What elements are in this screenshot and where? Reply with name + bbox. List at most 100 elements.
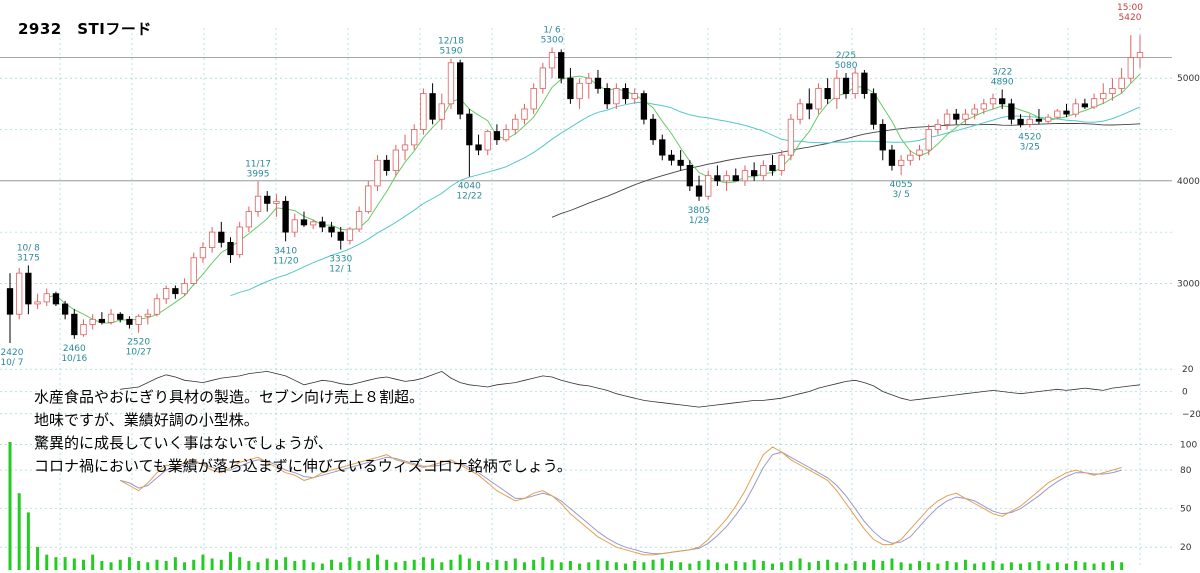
candle-body — [953, 113, 960, 120]
volume-bar — [807, 562, 811, 570]
candle-body — [208, 231, 216, 248]
volume-bar — [210, 558, 214, 570]
volume-bar — [293, 561, 297, 570]
candle-body — [1127, 57, 1134, 79]
candle-body — [521, 108, 528, 120]
annotation-value: 5300 — [541, 35, 564, 45]
comment-line: コロナ禍においても業績が落ち込まずに伸びているウィズコロナ銘柄でしょう。 — [34, 457, 572, 475]
annotation-value: 3330 — [329, 255, 352, 265]
volume-bar — [219, 559, 223, 570]
candle-body — [631, 93, 638, 100]
volume-bar — [72, 558, 76, 570]
volume-bar — [1092, 563, 1096, 570]
candle-body — [411, 129, 418, 146]
volume-bar — [164, 561, 168, 570]
candle-body — [117, 313, 124, 320]
candle-body — [530, 88, 537, 110]
osc-tick-label: −20 — [1182, 410, 1200, 420]
volume-bar — [614, 562, 618, 570]
moving-average-mid — [230, 101, 1141, 297]
volume-bar — [357, 561, 361, 570]
volume-bar — [155, 559, 159, 570]
candle-body — [163, 288, 170, 300]
volume-bar — [421, 557, 425, 570]
candle-body — [245, 211, 253, 228]
volume-bar — [458, 554, 462, 570]
volume-bar — [339, 562, 343, 570]
candle-body — [383, 159, 390, 171]
candle-body — [594, 77, 602, 89]
volume-bar — [91, 554, 95, 570]
candle-body — [971, 108, 978, 115]
candle-body — [999, 98, 1006, 105]
candle-body — [144, 313, 151, 317]
comment-line: 驚異的に成長していく事はないでしょうが、 — [34, 434, 333, 452]
candle-body — [1035, 118, 1043, 122]
volume-bar — [256, 562, 260, 570]
volume-bar — [587, 562, 591, 570]
volume-bar — [669, 561, 673, 570]
candle-body — [43, 293, 50, 303]
osc-tick-label: 20 — [1182, 365, 1194, 375]
volume-bar — [366, 558, 370, 570]
candle-body — [254, 195, 262, 212]
volume-bar — [862, 562, 866, 570]
candle-body — [659, 139, 666, 156]
volume-bar — [394, 562, 398, 570]
comment-line: 地味ですが、業績好調の小型株。 — [34, 411, 259, 429]
volume-bar — [431, 558, 435, 570]
volume-bar — [743, 562, 747, 570]
annotation-date: 3/25 — [1020, 142, 1040, 152]
volume-bar — [412, 559, 416, 570]
oscillator-line — [120, 370, 1141, 408]
volume-bar — [890, 558, 894, 570]
candle-body — [80, 324, 87, 336]
candle-body — [1090, 98, 1098, 108]
volume-bar — [936, 563, 940, 570]
volume-bar — [633, 561, 637, 570]
volume-bar — [486, 562, 490, 570]
volume-bar — [311, 562, 315, 570]
candle-body — [346, 228, 354, 241]
volume-bar — [945, 561, 949, 570]
annotation-value: 4520 — [1018, 132, 1041, 142]
annotation-date: 11/17 — [245, 159, 271, 169]
annotation-value: 5080 — [835, 61, 858, 71]
candle-body — [1008, 103, 1015, 120]
volume-bar — [238, 557, 242, 570]
volume-bar — [679, 562, 683, 570]
candle-body — [787, 118, 795, 156]
candle-body — [558, 52, 565, 79]
candle-body — [429, 93, 436, 120]
annotation-value: 5190 — [440, 47, 463, 57]
volume-bar — [302, 559, 306, 570]
annotation-date: 3/22 — [992, 67, 1012, 77]
candle-body — [447, 62, 455, 105]
candle-body — [585, 77, 592, 84]
volume-bar — [688, 563, 692, 570]
volume-bar — [816, 561, 820, 570]
volume-bar — [881, 561, 885, 570]
candle-body — [833, 77, 840, 100]
volume-bar — [247, 561, 251, 570]
candle-body — [723, 175, 730, 182]
volume-bar — [1028, 562, 1032, 570]
volume-bar — [118, 559, 122, 570]
volume-bar — [1083, 562, 1087, 570]
candle-body — [750, 170, 758, 177]
volume-bar — [45, 554, 49, 570]
candle-body — [842, 77, 850, 94]
volume-bar — [26, 512, 30, 570]
volume-bar — [991, 561, 995, 570]
candle-body — [457, 62, 464, 115]
candle-body — [980, 103, 987, 110]
candle-body — [25, 272, 32, 305]
candle-body — [16, 272, 23, 315]
annotation-date: 11/20 — [273, 256, 299, 266]
candle-body — [392, 149, 400, 171]
volume-bar — [725, 563, 729, 570]
candle-body — [879, 123, 886, 151]
candle-body — [1081, 103, 1089, 108]
volume-bar — [54, 557, 58, 570]
